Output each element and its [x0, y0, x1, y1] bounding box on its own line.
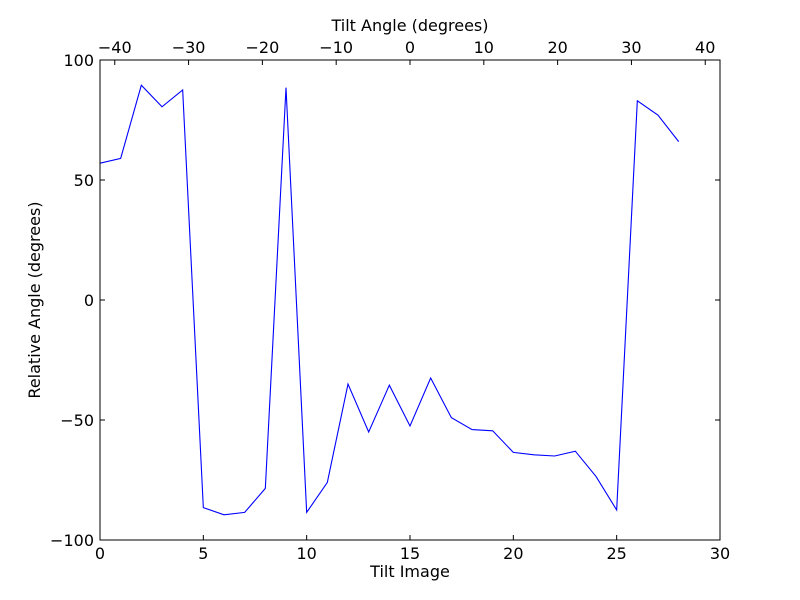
data-point	[472, 429, 473, 430]
y-tick-label: 100	[63, 51, 94, 70]
data-point	[389, 385, 390, 386]
data-point	[451, 417, 452, 418]
data-point	[430, 378, 431, 379]
data-point	[203, 507, 204, 508]
data-point	[410, 426, 411, 427]
data-point	[637, 100, 638, 101]
top-x-tick-label: −20	[245, 38, 279, 57]
data-point	[534, 454, 535, 455]
y-tick-label: 0	[84, 291, 94, 310]
x-tick-label: 25	[606, 544, 626, 563]
data-point	[616, 510, 617, 511]
top-x-tick-label: −30	[172, 38, 206, 57]
data-point	[658, 115, 659, 116]
series-line	[99, 84, 680, 516]
top-x-tick-label: 30	[621, 38, 641, 57]
data-point	[513, 452, 514, 453]
x-tick-label: 5	[198, 544, 208, 563]
x-axis-label: Tilt Image	[369, 562, 450, 581]
data-point	[162, 106, 163, 107]
data-point	[244, 512, 245, 513]
data-point	[182, 90, 183, 91]
y-axis-label: Relative Angle (degrees)	[25, 201, 44, 398]
x-tick-label: 20	[503, 544, 523, 563]
top-x-axis-label: Tilt Angle (degrees)	[330, 16, 488, 35]
data-point	[596, 476, 597, 477]
data-point	[327, 482, 328, 483]
data-point	[306, 512, 307, 513]
x-tick-label: 0	[95, 544, 105, 563]
data-point	[348, 384, 349, 385]
data-point	[575, 451, 576, 452]
y-tick-label: 50	[74, 171, 94, 190]
data-point	[286, 87, 287, 88]
x-tick-label: 15	[400, 544, 420, 563]
data-point	[492, 430, 493, 431]
top-x-tick-label: 0	[405, 38, 415, 57]
plot-area	[99, 84, 680, 516]
x-tick-label: 30	[710, 544, 730, 563]
y-tick-label: −100	[50, 531, 94, 550]
axis-ticks: 0 5 10 15 20 25 30−40 −30 −20 −10 0 10 20 30 40−100−50…	[50, 38, 730, 563]
top-x-tick-label: 10	[474, 38, 494, 57]
top-x-tick-label: −40	[98, 38, 132, 57]
data-point	[678, 141, 679, 142]
top-x-tick-label: 20	[547, 38, 567, 57]
data-point	[368, 432, 369, 433]
x-tick-label: 10	[296, 544, 316, 563]
top-x-tick-label: −10	[319, 38, 353, 57]
top-x-tick-label: 40	[695, 38, 715, 57]
y-tick-label: −50	[60, 411, 94, 430]
data-point	[224, 514, 225, 515]
data-point	[120, 158, 121, 159]
data-point	[265, 488, 266, 489]
axes-frame	[99, 59, 721, 541]
data-point	[141, 85, 142, 86]
data-point	[554, 456, 555, 457]
